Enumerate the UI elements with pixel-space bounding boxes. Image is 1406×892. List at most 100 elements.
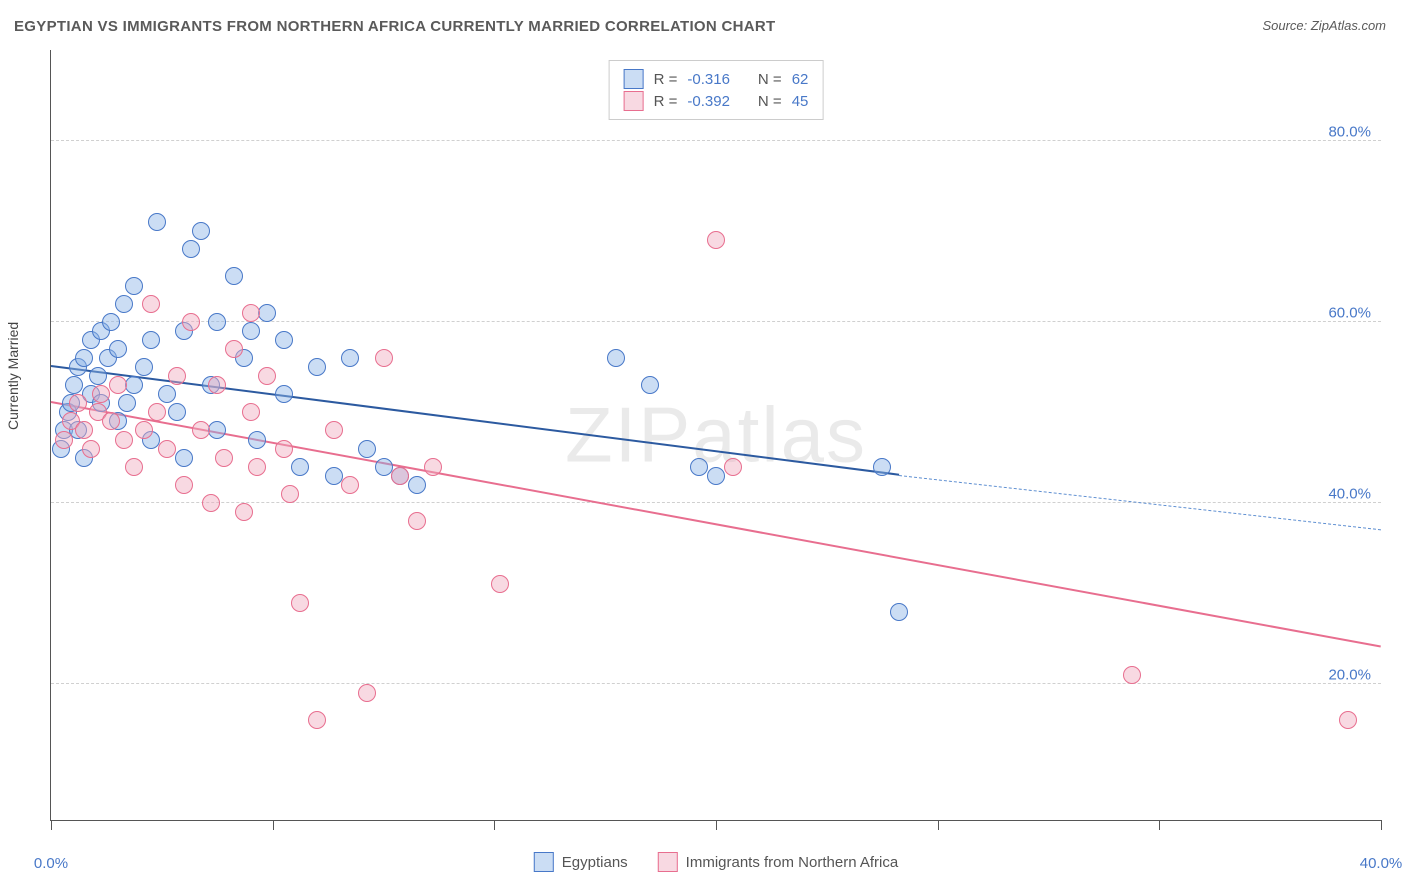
n-value: 45 [792, 93, 809, 110]
n-value: 62 [792, 71, 809, 88]
data-point [690, 458, 708, 476]
y-tick-label: 80.0% [1328, 123, 1371, 140]
data-point [242, 304, 260, 322]
y-tick-label: 20.0% [1328, 667, 1371, 684]
data-point [118, 394, 136, 412]
x-tick [1381, 820, 1382, 830]
chart-title: EGYPTIAN VS IMMIGRANTS FROM NORTHERN AFR… [14, 18, 775, 35]
data-point [168, 403, 186, 421]
data-point [275, 331, 293, 349]
data-point [208, 421, 226, 439]
n-label: N = [758, 93, 782, 110]
data-point [148, 213, 166, 231]
x-tick [51, 820, 52, 830]
data-point [424, 458, 442, 476]
data-point [275, 440, 293, 458]
data-point [175, 449, 193, 467]
data-point [325, 467, 343, 485]
y-tick-label: 40.0% [1328, 485, 1371, 502]
data-point [281, 485, 299, 503]
data-point [109, 376, 127, 394]
data-point [92, 385, 110, 403]
legend-item: Egyptians [534, 852, 628, 872]
x-tick [716, 820, 717, 830]
data-point [341, 349, 359, 367]
data-point [341, 476, 359, 494]
data-point [242, 322, 260, 340]
data-point [182, 313, 200, 331]
gridline [51, 140, 1381, 141]
data-point [158, 385, 176, 403]
data-point [325, 421, 343, 439]
y-tick-label: 60.0% [1328, 304, 1371, 321]
data-point [408, 512, 426, 530]
data-point [607, 349, 625, 367]
data-point [707, 231, 725, 249]
data-point [142, 331, 160, 349]
legend-item: Immigrants from Northern Africa [658, 852, 899, 872]
data-point [1123, 666, 1141, 684]
source-attribution: Source: ZipAtlas.com [1262, 18, 1386, 33]
gridline [51, 683, 1381, 684]
r-value: -0.392 [687, 93, 730, 110]
data-point [208, 376, 226, 394]
data-point [242, 403, 260, 421]
legend-row: R = -0.392 N = 45 [624, 91, 809, 111]
r-value: -0.316 [687, 71, 730, 88]
data-point [408, 476, 426, 494]
x-tick [1159, 820, 1160, 830]
data-point [890, 603, 908, 621]
data-point [258, 367, 276, 385]
data-point [358, 684, 376, 702]
data-point [208, 313, 226, 331]
x-tick-label: 40.0% [1360, 855, 1403, 872]
data-point [115, 295, 133, 313]
swatch-icon [658, 852, 678, 872]
data-point [192, 222, 210, 240]
data-point [115, 431, 133, 449]
gridline [51, 502, 1381, 503]
data-point [125, 277, 143, 295]
swatch-icon [624, 69, 644, 89]
x-tick-label: 0.0% [34, 855, 68, 872]
series-legend: Egyptians Immigrants from Northern Afric… [534, 852, 898, 872]
series-label: Immigrants from Northern Africa [686, 854, 899, 871]
data-point [135, 358, 153, 376]
data-point [375, 458, 393, 476]
data-point [248, 431, 266, 449]
data-point [391, 467, 409, 485]
data-point [182, 240, 200, 258]
correlation-legend: R = -0.316 N = 62 R = -0.392 N = 45 [609, 60, 824, 120]
data-point [158, 440, 176, 458]
data-point [109, 340, 127, 358]
data-point [89, 367, 107, 385]
data-point [142, 295, 160, 313]
data-point [873, 458, 891, 476]
x-tick [494, 820, 495, 830]
data-point [258, 304, 276, 322]
data-point [148, 403, 166, 421]
data-point [125, 376, 143, 394]
data-point [202, 494, 220, 512]
x-tick [938, 820, 939, 830]
data-point [491, 575, 509, 593]
data-point [641, 376, 659, 394]
data-point [308, 358, 326, 376]
swatch-icon [534, 852, 554, 872]
data-point [225, 267, 243, 285]
data-point [192, 421, 210, 439]
data-point [248, 458, 266, 476]
series-label: Egyptians [562, 854, 628, 871]
data-point [65, 376, 83, 394]
data-point [75, 421, 93, 439]
data-point [55, 431, 73, 449]
scatter-plot-area: ZIPatlas R = -0.316 N = 62 R = -0.392 N … [50, 50, 1381, 821]
data-point [102, 412, 120, 430]
data-point [707, 467, 725, 485]
x-tick [273, 820, 274, 830]
data-point [724, 458, 742, 476]
data-point [291, 458, 309, 476]
data-point [102, 313, 120, 331]
y-axis-label: Currently Married [5, 322, 21, 430]
data-point [1339, 711, 1357, 729]
